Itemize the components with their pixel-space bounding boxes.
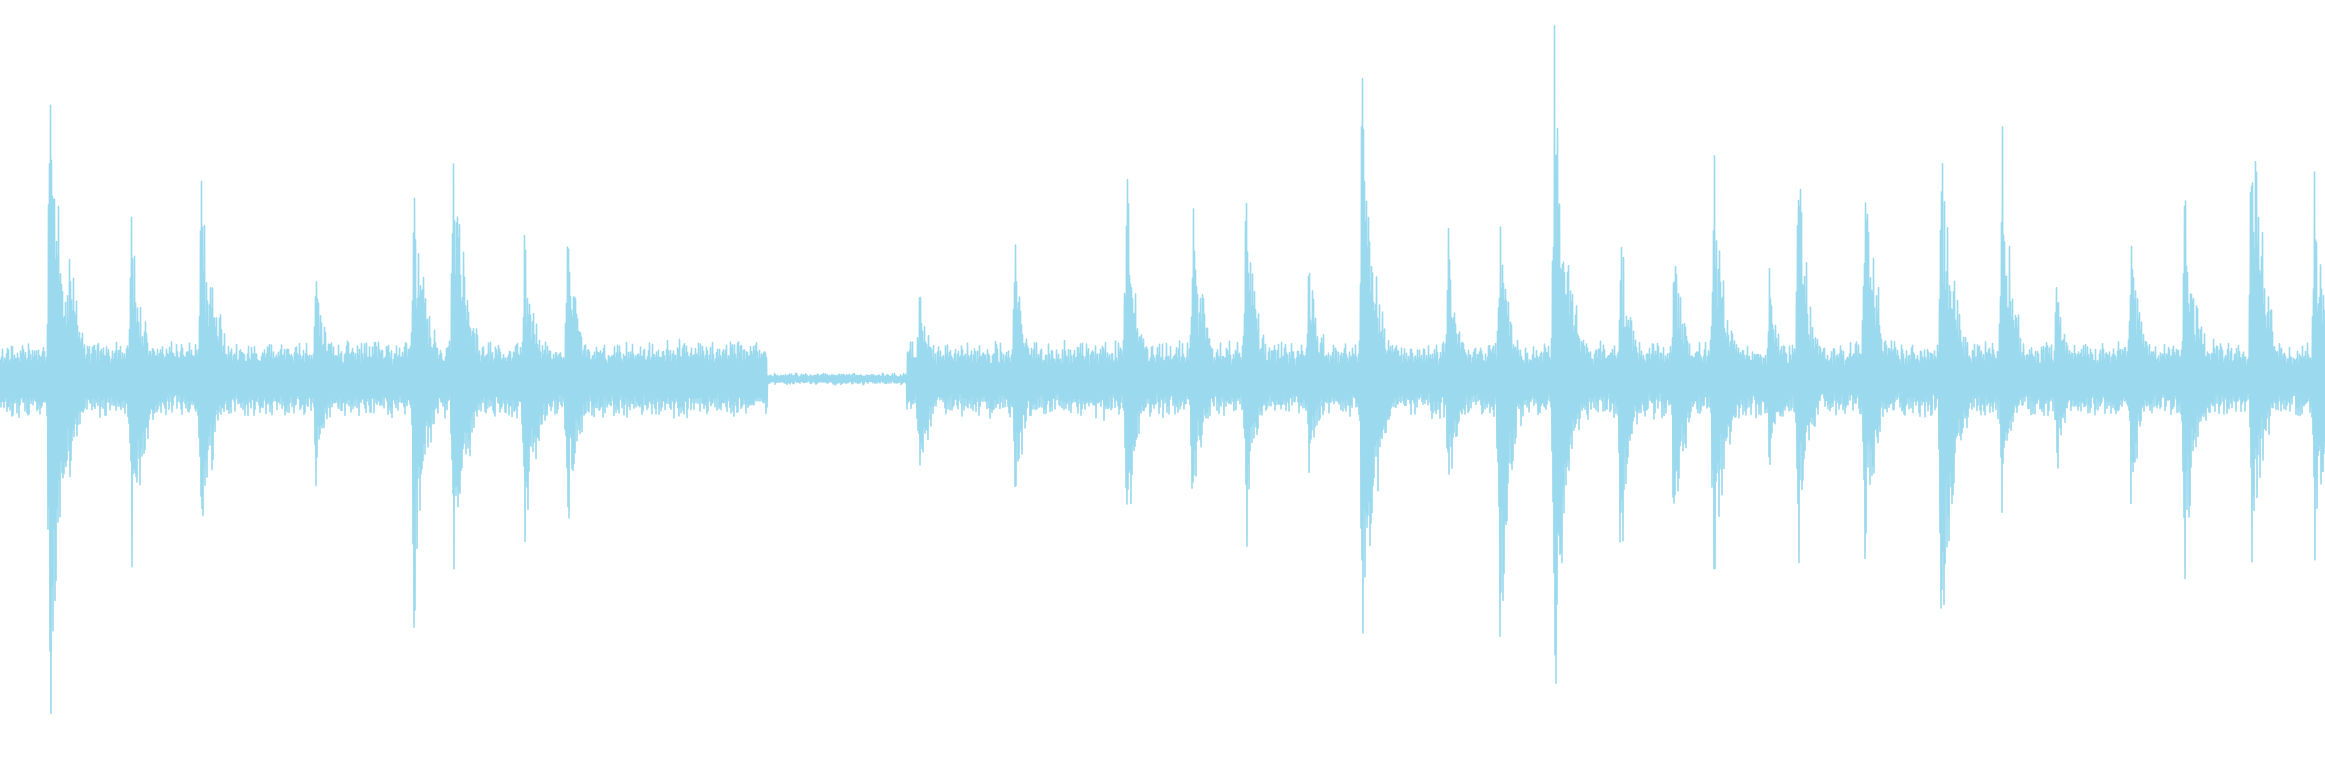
waveform-trace (0, 24, 2325, 715)
